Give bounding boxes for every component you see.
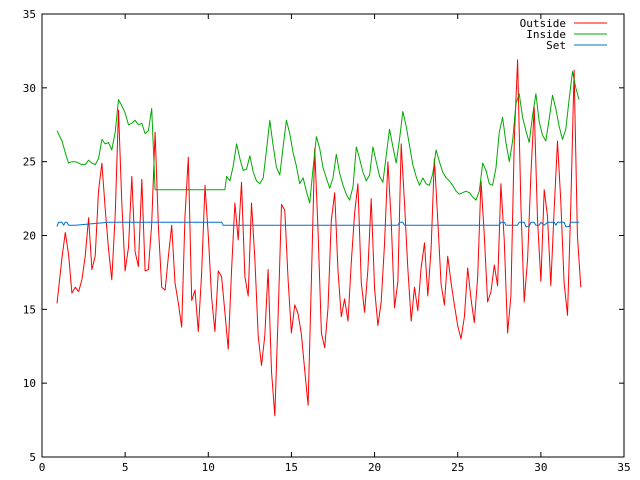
y-tick-label: 25 xyxy=(23,156,36,169)
y-tick-label: 15 xyxy=(23,303,36,316)
y-tick-label: 5 xyxy=(29,451,36,464)
y-tick-label: 10 xyxy=(23,377,36,390)
y-tick-label: 30 xyxy=(23,82,36,95)
series-line-outside xyxy=(56,59,582,417)
legend-label-outside: Outside xyxy=(520,17,566,30)
legend-label-set: Set xyxy=(546,39,566,52)
x-tick-label: 0 xyxy=(39,461,46,474)
x-tick-label: 10 xyxy=(202,461,215,474)
series-line-set xyxy=(56,221,580,228)
x-tick-label: 20 xyxy=(368,461,381,474)
x-tick-label: 5 xyxy=(122,461,129,474)
x-tick-label: 25 xyxy=(451,461,464,474)
x-tick-label: 35 xyxy=(617,461,630,474)
plot-area xyxy=(56,59,582,417)
x-tick-label: 15 xyxy=(285,461,298,474)
series-line-inside xyxy=(56,71,580,204)
y-tick-label: 20 xyxy=(23,230,36,243)
y-tick-label: 35 xyxy=(23,8,36,21)
legend-label-inside: Inside xyxy=(526,28,566,41)
x-tick-label: 30 xyxy=(534,461,547,474)
